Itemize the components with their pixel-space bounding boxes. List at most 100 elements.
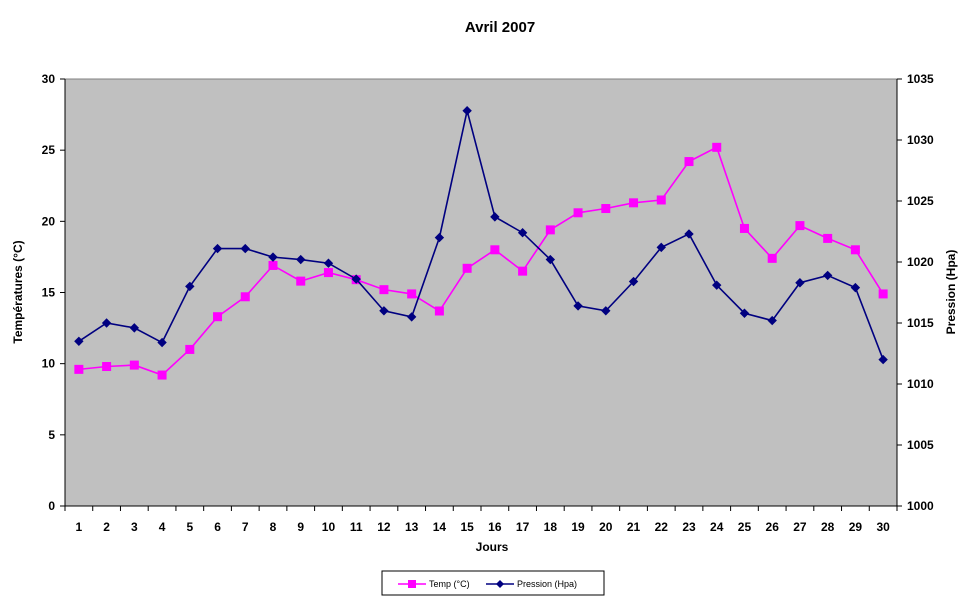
right-tick-label: 1030 bbox=[907, 133, 934, 147]
x-tick-label: 23 bbox=[682, 520, 696, 534]
left-tick-label: 30 bbox=[42, 72, 56, 86]
x-tick-label: 17 bbox=[516, 520, 530, 534]
x-tick-label: 3 bbox=[131, 520, 138, 534]
pressure-point bbox=[573, 301, 583, 311]
x-tick-label: 5 bbox=[186, 520, 193, 534]
x-tick-label: 15 bbox=[460, 520, 474, 534]
pressure-point bbox=[601, 306, 611, 316]
x-tick-label: 25 bbox=[738, 520, 752, 534]
temperature-point bbox=[129, 360, 139, 370]
x-tick-label: 24 bbox=[710, 520, 724, 534]
pressure-point bbox=[185, 281, 195, 292]
pressure-point bbox=[157, 337, 167, 348]
pressure-point bbox=[101, 318, 112, 328]
x-tick-label: 28 bbox=[821, 520, 835, 534]
x-tick-label: 12 bbox=[377, 520, 391, 534]
pressure-point bbox=[351, 274, 361, 284]
left-tick-label: 10 bbox=[42, 357, 56, 371]
x-tick-label: 21 bbox=[627, 520, 641, 534]
x-tick-label: 20 bbox=[599, 520, 613, 534]
temperature-point bbox=[823, 233, 833, 243]
pressure-point bbox=[850, 282, 861, 293]
x-tick-label: 30 bbox=[876, 520, 890, 534]
temperature-point bbox=[518, 266, 528, 276]
pressure-point bbox=[822, 270, 833, 281]
legend: Temp (°C) Pression (Hpa) bbox=[381, 570, 605, 596]
pressure-point bbox=[406, 312, 417, 322]
temperature-point bbox=[795, 221, 805, 231]
x-tick-label: 6 bbox=[214, 520, 221, 534]
y-axis-right-title: Pression (Hpa) bbox=[944, 250, 958, 335]
right-tick-label: 1005 bbox=[907, 438, 934, 452]
right-tick-label: 1035 bbox=[907, 72, 934, 86]
x-axis: 1 2 3 4 5 6 7 8 9 10 11 12 13 14 15 16 17 18 19 20 21 22 23 24 2… bbox=[64, 505, 898, 534]
pressure-point bbox=[739, 308, 750, 318]
temperature-point bbox=[434, 306, 444, 316]
pressure-point bbox=[268, 252, 278, 262]
temperature-point bbox=[601, 204, 611, 214]
pressure-series-line bbox=[78, 110, 884, 360]
pressure-point bbox=[767, 315, 777, 326]
pressure-point bbox=[712, 280, 722, 290]
temperature-series-line bbox=[78, 146, 884, 376]
right-y-axis: 1000 1005 1010 1015 1020 1025 1030 1035 bbox=[896, 72, 934, 513]
x-tick-label: 27 bbox=[793, 520, 807, 534]
x-tick-label: 4 bbox=[159, 520, 166, 534]
x-tick-label: 7 bbox=[242, 520, 249, 534]
pressure-point bbox=[296, 254, 306, 265]
pressure-point bbox=[795, 278, 805, 288]
pressure-point bbox=[434, 232, 445, 243]
temperature-point bbox=[656, 195, 666, 205]
plot-area bbox=[64, 78, 898, 507]
pressure-point bbox=[878, 354, 888, 365]
temperature-point bbox=[74, 364, 84, 374]
left-tick-label: 25 bbox=[42, 143, 56, 157]
temperature-point bbox=[490, 245, 500, 255]
left-tick-label: 0 bbox=[48, 499, 55, 513]
pressure-point bbox=[74, 336, 84, 347]
x-tick-label: 11 bbox=[350, 520, 363, 534]
temperature-point bbox=[712, 142, 722, 152]
temperature-point bbox=[240, 292, 250, 302]
temperature-point bbox=[850, 245, 860, 255]
temperature-point bbox=[296, 276, 306, 286]
pressure-point bbox=[323, 258, 334, 268]
x-tick-label: 2 bbox=[103, 520, 110, 534]
left-tick-label: 20 bbox=[42, 214, 56, 228]
temperature-point bbox=[213, 312, 223, 322]
temperature-point bbox=[739, 223, 749, 233]
temperature-point bbox=[379, 285, 389, 295]
right-tick-label: 1015 bbox=[907, 316, 934, 330]
left-tick-label: 5 bbox=[48, 428, 55, 442]
pressure-point bbox=[129, 323, 140, 333]
pressure-point bbox=[462, 106, 472, 116]
legend-box bbox=[381, 570, 605, 596]
x-tick-label: 29 bbox=[849, 520, 863, 534]
pressure-point bbox=[240, 243, 250, 254]
right-tick-label: 1025 bbox=[907, 194, 934, 208]
pressure-point bbox=[656, 242, 666, 253]
left-y-axis: 0 5 10 15 20 25 30 bbox=[42, 72, 66, 513]
temperature-point bbox=[407, 289, 417, 299]
temperature-point bbox=[185, 344, 195, 354]
x-tick-label: 8 bbox=[270, 520, 277, 534]
temperature-point bbox=[323, 268, 333, 278]
x-tick-label: 14 bbox=[433, 520, 447, 534]
temperature-point bbox=[268, 260, 278, 270]
pressure-point bbox=[379, 306, 389, 316]
chart-title: Avril 2007 bbox=[465, 19, 535, 36]
x-tick-label: 22 bbox=[655, 520, 669, 534]
x-tick-label: 1 bbox=[76, 520, 83, 534]
legend-pressure-marker bbox=[496, 580, 504, 588]
legend-temperature-marker bbox=[408, 580, 416, 588]
x-tick-label: 26 bbox=[766, 520, 780, 534]
temperature-point bbox=[157, 370, 167, 380]
right-tick-label: 1010 bbox=[907, 377, 934, 391]
x-tick-label: 16 bbox=[488, 520, 502, 534]
x-tick-label: 19 bbox=[571, 520, 585, 534]
temperature-point bbox=[462, 263, 472, 273]
x-tick-label: 9 bbox=[297, 520, 304, 534]
pressure-point bbox=[212, 243, 223, 254]
right-tick-label: 1000 bbox=[907, 499, 934, 513]
